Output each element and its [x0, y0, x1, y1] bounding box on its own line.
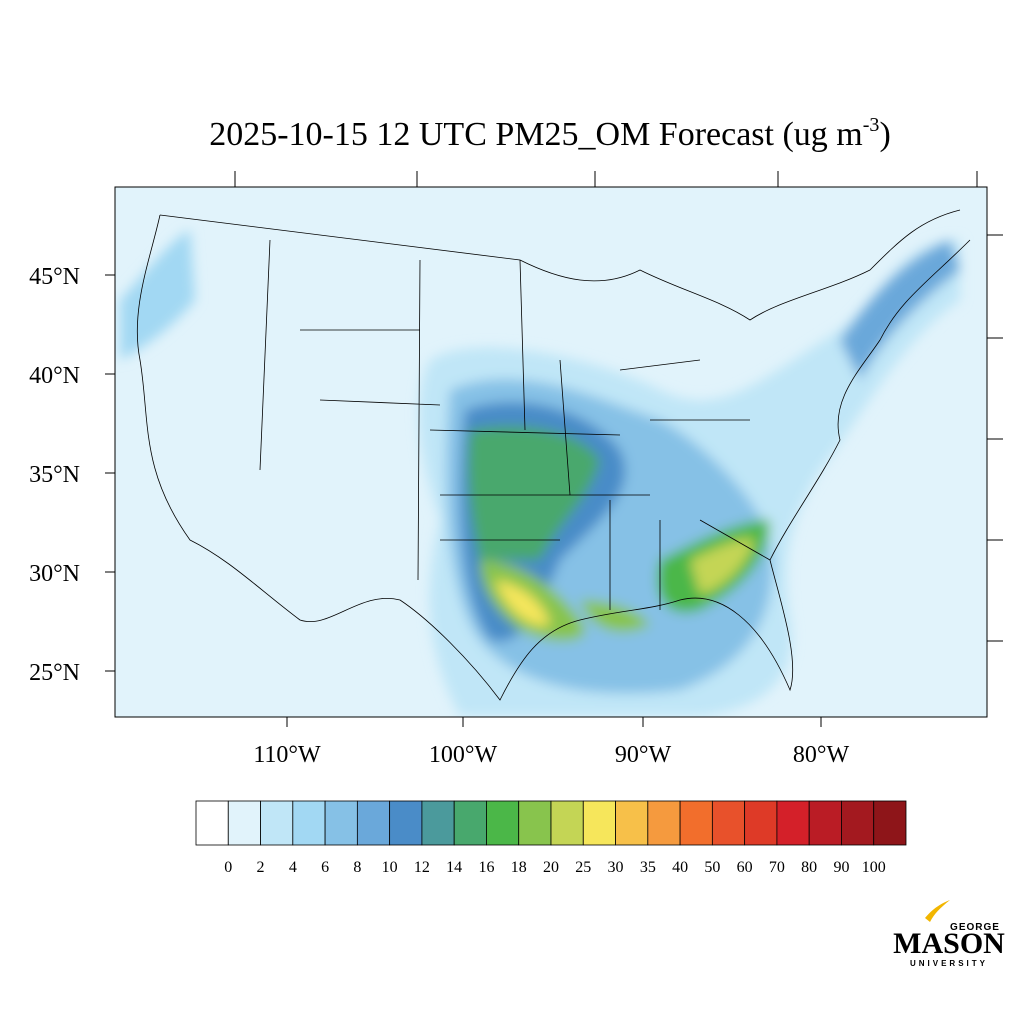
colorbar-label: 10	[382, 859, 398, 876]
lat-label: 30°N	[29, 561, 80, 587]
lon-label: 100°W	[429, 742, 498, 768]
colorbar-label: 35	[640, 859, 656, 876]
colorbar-swatch	[615, 800, 649, 846]
colorbar-swatch	[227, 800, 261, 846]
map-frame	[114, 186, 988, 718]
title: 2025-10-15 12 UTC PM25_OM Forecast (ug m…	[209, 114, 891, 153]
map-field	[115, 187, 987, 717]
lon-label: 90°W	[615, 742, 672, 768]
colorbar-label: 18	[511, 859, 527, 876]
colorbar-label: 20	[543, 859, 559, 876]
colorbar-swatch	[389, 800, 423, 846]
colorbar-label: 4	[289, 859, 297, 876]
logo: GEORGE MASON UNIVERSITY	[893, 900, 1005, 968]
colorbar-swatch	[518, 800, 552, 846]
colorbar-swatch	[711, 800, 746, 846]
colorbar-label: 8	[353, 859, 361, 876]
colorbar-label: 60	[737, 859, 753, 876]
colorbar-swatch	[841, 800, 875, 846]
colorbar-swatch	[744, 800, 778, 846]
colorbar-swatch	[486, 800, 520, 846]
colorbar-label: 14	[446, 859, 462, 876]
lon-labels: 110°W 100°W 90°W 80°W	[253, 742, 849, 768]
colorbar-label: 16	[478, 859, 494, 876]
lat-label: 45°N	[29, 264, 80, 290]
lon-label: 80°W	[793, 742, 850, 768]
colorbar-swatch	[292, 800, 326, 846]
logo-bottom: UNIVERSITY	[910, 959, 988, 968]
colorbar-swatch	[873, 800, 907, 846]
boundaries	[136, 209, 971, 701]
colorbar: 0 2 4 6 8 10 12 14 16 18 20 25 30 35 40 50 60 70 80 90 100	[195, 800, 907, 876]
colorbar-label: 100	[862, 859, 886, 876]
colorbar-label: 12	[414, 859, 430, 876]
colorbar-swatch	[582, 800, 616, 846]
colorbar-swatch	[195, 800, 229, 846]
colorbar-label: 80	[801, 859, 817, 876]
colorbar-label: 90	[833, 859, 849, 876]
logo-main: MASON	[893, 927, 1005, 960]
colorbar-swatch	[453, 800, 487, 846]
colorbar-label: 6	[321, 859, 329, 876]
lat-label: 35°N	[29, 462, 80, 488]
logo-top: GEORGE	[950, 922, 1000, 933]
colorbar-label: 50	[704, 859, 720, 876]
colorbar-swatch	[808, 800, 842, 846]
colorbar-label: 40	[672, 859, 688, 876]
colorbar-label: 25	[575, 859, 591, 876]
lat-label: 40°N	[29, 363, 80, 389]
ticks	[105, 171, 1003, 727]
colorbar-swatch	[647, 800, 681, 846]
colorbar-label: 70	[769, 859, 785, 876]
colorbar-label: 30	[608, 859, 624, 876]
colorbar-swatch	[550, 800, 584, 846]
lat-label: 25°N	[29, 660, 80, 686]
colorbar-swatch	[356, 800, 391, 846]
colorbar-swatch	[324, 800, 358, 846]
colorbar-swatch	[776, 800, 810, 846]
colorbar-swatch	[260, 800, 294, 846]
colorbar-swatch	[421, 800, 455, 846]
colorbar-swatch	[679, 800, 713, 846]
lat-labels: 45°N 40°N 35°N 30°N 25°N	[29, 264, 80, 686]
lon-label: 110°W	[253, 742, 321, 768]
colorbar-label: 2	[257, 859, 265, 876]
colorbar-label: 0	[224, 859, 232, 876]
